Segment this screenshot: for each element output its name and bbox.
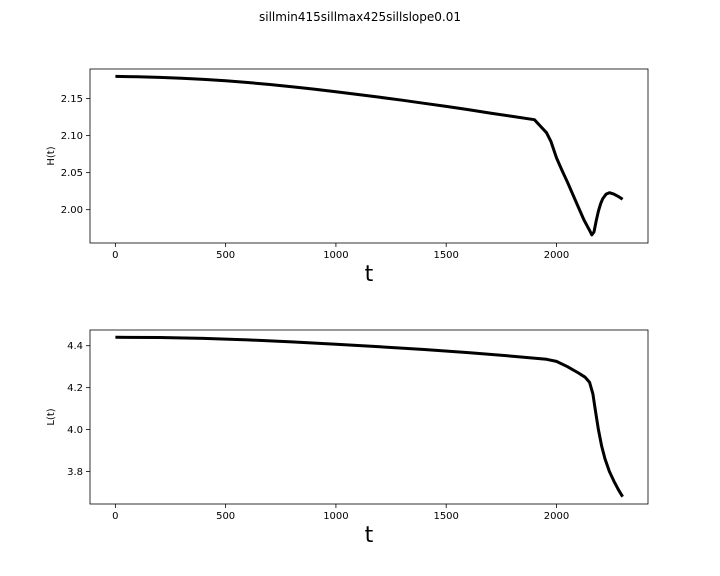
axes-1-y-tick-label: 2.00 xyxy=(61,205,83,216)
axes-2-series-line xyxy=(115,335,624,498)
axes-2-y-axis-label: L(t) xyxy=(46,408,57,425)
axes-2-y-tick-label: 4.2 xyxy=(67,383,83,394)
axes-2-x-axis-label: t xyxy=(365,523,374,548)
axes-2-x-tick-label: 500 xyxy=(216,511,235,522)
axes-1-x-tick-label: 500 xyxy=(216,250,235,261)
axes-1-frame xyxy=(89,68,649,244)
axes-1-x-axis-label: t xyxy=(365,262,374,287)
axes-1-y-tick-label: 2.15 xyxy=(61,94,83,105)
axes-2-y-tick-label: 4.0 xyxy=(67,425,83,436)
axes-2-x-tick-label: 1000 xyxy=(323,511,348,522)
axes-1-y-tick-label: 2.10 xyxy=(61,131,83,142)
axes-2-y-tick-label: 4.4 xyxy=(67,341,83,352)
figure-title: sillmin415sillmax425sillslope0.01 xyxy=(259,10,461,24)
axes-1-x-tick-label: 2000 xyxy=(544,250,569,261)
axes-1-y-axis-label: H(t) xyxy=(46,146,57,165)
axes-1-series-line xyxy=(115,74,624,237)
axes-1-x-tick-label: 1000 xyxy=(323,250,348,261)
axes-2-x-tick-label: 2000 xyxy=(544,511,569,522)
axes-2-x-tick-label: 0 xyxy=(112,511,118,522)
axes-1-x-tick-label: 1500 xyxy=(433,250,458,261)
axes-1-y-tick-label: 2.05 xyxy=(61,168,83,179)
axes-2-frame xyxy=(89,329,649,505)
axes-2-y-tick-label: 3.8 xyxy=(67,467,83,478)
axes-2-x-tick-label: 1500 xyxy=(433,511,458,522)
axes-1-x-tick-label: 0 xyxy=(112,250,118,261)
